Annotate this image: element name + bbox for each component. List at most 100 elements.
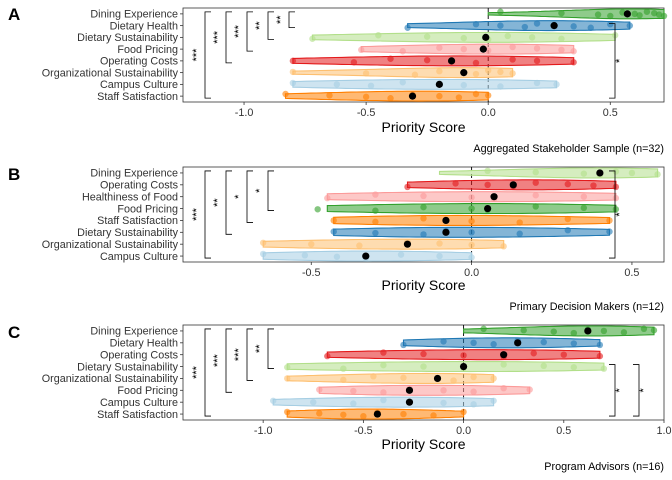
data-point bbox=[596, 352, 604, 360]
data-point bbox=[362, 70, 370, 77]
data-point bbox=[470, 388, 477, 395]
violin-dietary-health bbox=[400, 337, 604, 349]
violin-dining-experience bbox=[438, 167, 661, 179]
data-point bbox=[540, 338, 547, 346]
data-point bbox=[309, 35, 316, 42]
violin-shape bbox=[318, 384, 531, 396]
significance-bracket-left: *** bbox=[191, 11, 211, 99]
data-point bbox=[480, 325, 487, 332]
data-point bbox=[400, 410, 407, 418]
bracket-label: *** bbox=[191, 48, 203, 62]
data-point bbox=[485, 67, 492, 74]
data-point bbox=[333, 253, 341, 260]
data-point bbox=[472, 90, 480, 98]
data-point bbox=[509, 56, 516, 63]
mean-point bbox=[373, 410, 382, 418]
data-point bbox=[362, 93, 370, 101]
data-point bbox=[436, 240, 443, 247]
data-point bbox=[570, 329, 578, 337]
data-point bbox=[436, 44, 443, 51]
mean-point bbox=[403, 240, 412, 248]
y-tick-label: Organizational Sustainability bbox=[42, 373, 179, 385]
violin-dietary-health bbox=[404, 20, 634, 32]
mean-point bbox=[460, 69, 468, 77]
data-point bbox=[460, 352, 467, 359]
mean-point bbox=[447, 57, 456, 65]
data-point bbox=[526, 386, 533, 393]
y-tick-label: Staff Satisfaction bbox=[97, 215, 178, 227]
bracket-line bbox=[609, 23, 616, 99]
bracket-line bbox=[267, 170, 274, 211]
data-point bbox=[533, 20, 541, 27]
bracket-label: ** bbox=[275, 15, 287, 24]
violin-organizational-sustainability bbox=[284, 372, 497, 384]
x-tick-label: -0.5 bbox=[302, 267, 321, 279]
violin-operating-costs bbox=[289, 55, 577, 67]
bracket-line bbox=[267, 11, 274, 40]
y-tick-label: Organizational Sustainability bbox=[42, 239, 179, 251]
data-point bbox=[460, 408, 467, 416]
data-point bbox=[372, 229, 379, 237]
data-point bbox=[570, 59, 577, 66]
data-point bbox=[436, 68, 443, 75]
x-tick-label: 0.5 bbox=[624, 267, 639, 279]
data-point bbox=[533, 45, 541, 52]
data-point bbox=[420, 203, 427, 211]
data-point bbox=[490, 341, 497, 348]
violin-food-pricing bbox=[314, 203, 620, 215]
y-tick-label: Dietary Sustainability bbox=[77, 227, 178, 239]
bracket-line bbox=[288, 11, 295, 29]
data-point bbox=[411, 71, 419, 78]
bracket-label: ** bbox=[254, 344, 266, 353]
significance-bracket-left: ** bbox=[254, 11, 274, 40]
data-point bbox=[570, 340, 578, 347]
data-point bbox=[316, 386, 323, 393]
y-tick-label: Operating Costs bbox=[100, 349, 179, 361]
data-point bbox=[521, 23, 529, 31]
data-point bbox=[631, 10, 638, 18]
data-point bbox=[468, 254, 475, 261]
y-tick-label: Dietary Sustainability bbox=[77, 361, 178, 373]
data-point bbox=[564, 180, 571, 188]
bracket-label: *** bbox=[212, 30, 224, 44]
data-point bbox=[580, 193, 588, 200]
violin-campus-culture bbox=[289, 78, 560, 90]
data-point bbox=[440, 387, 447, 394]
data-point bbox=[420, 350, 427, 358]
mean-point bbox=[514, 339, 522, 347]
bracket-label: *** bbox=[233, 348, 245, 362]
significance-bracket-left: *** bbox=[212, 11, 232, 64]
data-point bbox=[509, 70, 516, 77]
mean-point bbox=[623, 10, 631, 18]
mean-point bbox=[433, 374, 442, 383]
x-axis-label: Priority Score bbox=[381, 436, 465, 452]
data-point bbox=[636, 12, 643, 19]
violin-shape bbox=[438, 167, 659, 179]
significance-bracket-left: *** bbox=[191, 328, 211, 417]
data-point bbox=[450, 377, 457, 384]
mean-point bbox=[584, 327, 592, 335]
data-point bbox=[606, 217, 613, 224]
data-point bbox=[284, 375, 291, 382]
x-tick-label: 0.0 bbox=[481, 107, 496, 119]
data-point bbox=[380, 396, 387, 404]
violin-organizational-sustainability bbox=[289, 67, 516, 79]
y-tick-label: Dietary Sustainability bbox=[77, 32, 178, 44]
significance-bracket-right: * bbox=[609, 23, 626, 99]
data-point bbox=[500, 361, 507, 368]
bracket-label: ** bbox=[212, 198, 224, 207]
data-point bbox=[404, 24, 411, 31]
violin-shape bbox=[292, 78, 558, 90]
data-point bbox=[399, 48, 406, 55]
data-point bbox=[367, 82, 375, 89]
data-point bbox=[472, 70, 480, 78]
mean-point bbox=[484, 204, 492, 213]
data-point bbox=[612, 194, 620, 202]
bracket-line bbox=[204, 170, 211, 259]
mean-point bbox=[362, 252, 370, 260]
violin-dining-experience bbox=[463, 325, 658, 337]
data-point bbox=[452, 180, 459, 187]
violin-shape bbox=[262, 238, 505, 250]
data-point bbox=[259, 239, 267, 246]
